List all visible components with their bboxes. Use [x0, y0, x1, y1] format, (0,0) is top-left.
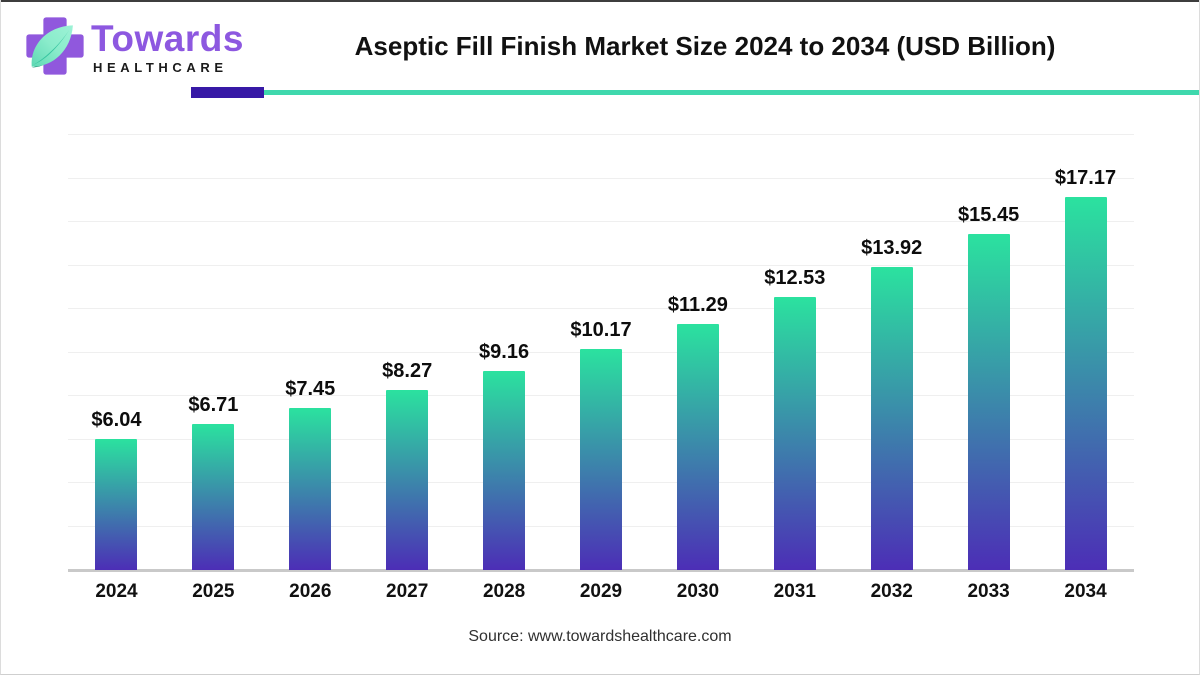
bar-slot-2032: $13.92	[843, 135, 940, 570]
chart-title: Aseptic Fill Finish Market Size 2024 to …	[354, 30, 1056, 61]
x-axis-labels: 2024 2025 2026 2027 2028 2029 2030 2031 2032 2033…	[68, 581, 1134, 603]
bar-value-label-2030: $11.29	[667, 294, 728, 317]
bar-value-label-2027: $8.27	[382, 360, 433, 383]
bar-value-label-2026: $7.45	[285, 377, 336, 400]
bar-value-label-2033: $15.45	[958, 203, 1020, 226]
bar-value-label-2031: $12.53	[764, 267, 826, 290]
x-axis-label-2026: 2026	[289, 581, 332, 602]
header-divider	[191, 87, 1199, 98]
bar-value-label-2024: $6.04	[91, 408, 142, 431]
bar-2025	[192, 424, 235, 570]
title-wrap: Aseptic Fill Finish Market Size 2024 to …	[253, 31, 1199, 62]
bar-slot-2034: $17.17	[1037, 135, 1134, 570]
bar-2028	[483, 370, 526, 570]
bar-2026	[289, 407, 332, 570]
bar-slot-2026: $7.45	[262, 135, 359, 570]
gridline-20	[68, 134, 1134, 135]
x-axis-label-2032: 2032	[870, 581, 913, 602]
divider-teal-line	[264, 90, 1199, 95]
bar-2034	[1064, 196, 1107, 570]
bar-value-label-2032: $13.92	[861, 237, 923, 260]
divider-accent-block	[191, 87, 264, 98]
bar-slot-2027: $8.27	[359, 135, 456, 570]
footer: Source: www.towardshealthcare.com	[1, 628, 1199, 646]
x-axis-baseline	[68, 569, 1134, 572]
bar-slot-2033: $15.45	[940, 135, 1037, 570]
x-axis-label-2027: 2027	[386, 581, 429, 602]
bar-2030	[676, 324, 719, 570]
gridline-18	[68, 177, 1134, 179]
bar-slot-2031: $12.53	[746, 135, 843, 570]
x-axis-label-2029: 2029	[579, 581, 623, 602]
bar-2029	[579, 348, 622, 570]
bar-slot-2030: $11.29	[649, 135, 746, 570]
bar-2024	[95, 438, 138, 570]
x-axis-label-2025: 2025	[192, 581, 235, 602]
logo-text: Towards HEALTHCARE	[91, 20, 244, 75]
gridline-16	[68, 221, 1134, 222]
brand-subtitle: HEALTHCARE	[93, 59, 228, 75]
header: Towards HEALTHCARE Aseptic Fill Finish M…	[1, 10, 1199, 82]
gridline-12	[68, 308, 1134, 309]
brand-name: Towards	[91, 17, 244, 59]
bar-slot-2028: $9.16	[456, 135, 553, 570]
top-border-line	[1, 0, 1199, 2]
gridline-14	[68, 264, 1134, 266]
bar-slot-2024: $6.04	[68, 135, 165, 570]
x-axis-label-2024: 2024	[95, 581, 138, 602]
towards-healthcare-logo: Towards HEALTHCARE	[1, 12, 253, 80]
bar-value-label-2029: $10.17	[570, 318, 632, 341]
x-axis-label-2030: 2030	[676, 581, 720, 602]
bar-value-label-2034: $17.17	[1054, 166, 1117, 189]
bars-row: $6.04 $6.71 $7.45 $8.27 $9.16 $10.17 $11.29 $12…	[68, 135, 1134, 570]
x-axis-label-2028: 2028	[482, 581, 526, 602]
x-axis-label-2033: 2033	[967, 581, 1010, 602]
bar-value-label-2025: $6.71	[188, 394, 239, 417]
x-axis-label-2034: 2034	[1064, 581, 1107, 602]
bar-2033	[967, 233, 1010, 570]
bar-slot-2025: $6.71	[165, 135, 262, 570]
bar-2027	[386, 390, 429, 570]
bar-slot-2029: $10.17	[553, 135, 650, 570]
source-text: Source: www.towardshealthcare.com	[468, 628, 732, 645]
bar-value-label-2028: $9.16	[479, 340, 530, 363]
x-axis-label-2031: 2031	[773, 581, 816, 602]
bar-2032	[870, 267, 913, 570]
chart-plot: $6.04 $6.71 $7.45 $8.27 $9.16 $10.17 $11.29 $12…	[68, 134, 1134, 572]
bar-2031	[773, 297, 816, 570]
cross-leaf-icon	[26, 17, 84, 75]
leaf-shape	[31, 25, 73, 67]
